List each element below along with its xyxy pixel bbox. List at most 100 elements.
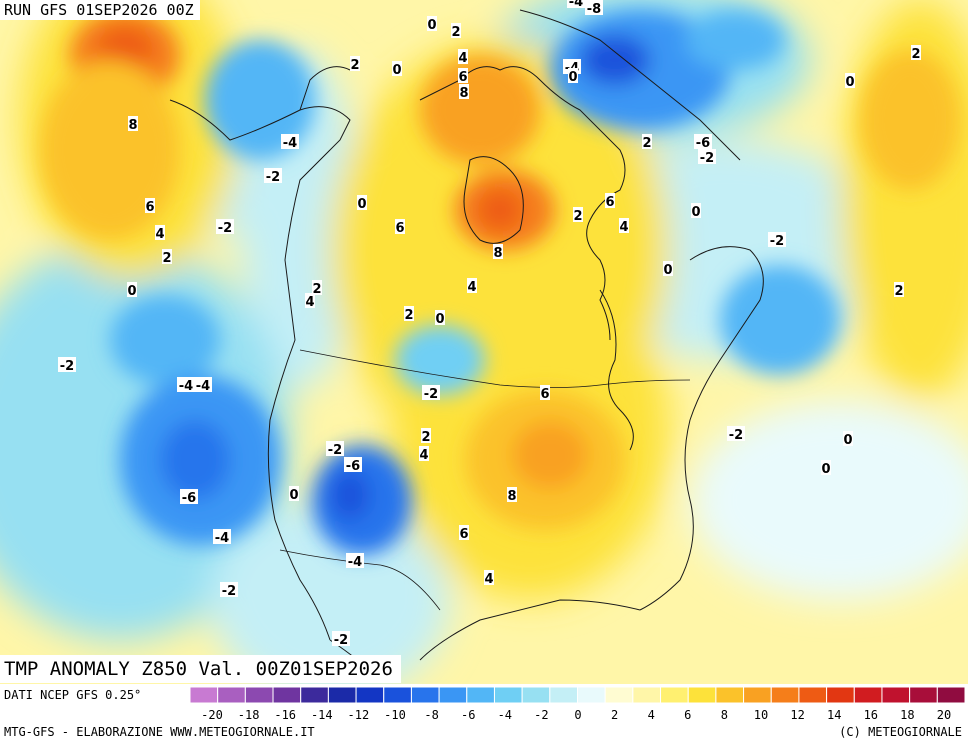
borders xyxy=(279,149,691,611)
legend-swatch xyxy=(770,686,800,704)
contour-label-bg xyxy=(619,218,629,233)
contour-label-bg xyxy=(145,198,155,213)
legend-tick-label: 18 xyxy=(900,708,914,722)
contour-label: -2 xyxy=(424,387,438,402)
contour-label: 4 xyxy=(467,280,476,295)
contour-label: -4 xyxy=(179,379,193,394)
legend-tick-label: -2 xyxy=(534,708,548,722)
contour-label-bg xyxy=(332,631,350,646)
legend-swatch xyxy=(521,686,551,704)
legend-tick-label: 6 xyxy=(684,708,691,722)
legend-tick-label: 10 xyxy=(754,708,768,722)
contour-label: 0 xyxy=(845,75,854,90)
contour-label-bg xyxy=(911,45,921,60)
contour-label: 4 xyxy=(419,448,428,463)
contour-label: 2 xyxy=(350,58,359,73)
temperature-anomaly-map: 86420-2-2-42002468-4-8-40202-6-26420-202… xyxy=(0,0,968,684)
contour-label: -2 xyxy=(222,584,236,599)
contour-label: -2 xyxy=(266,170,280,185)
contour-label: 0 xyxy=(392,63,401,78)
legend-swatch xyxy=(410,686,440,704)
contour-label-bg xyxy=(404,306,414,321)
contour-label: -2 xyxy=(700,151,714,166)
legend-swatch xyxy=(577,686,606,704)
legend-tick-label: -14 xyxy=(311,708,333,722)
legend-swatch xyxy=(798,686,828,704)
contour-label-bg xyxy=(694,134,712,149)
legend-swatch xyxy=(660,686,689,704)
contour-label-bg xyxy=(421,428,431,443)
data-source-label: DATI NCEP GFS 0.25° xyxy=(4,688,142,702)
contour-label: -4 xyxy=(215,531,229,546)
contour-label: 2 xyxy=(642,136,651,151)
contour-label: 0 xyxy=(568,70,577,85)
contour-label-bg xyxy=(177,377,195,392)
contour-label: 4 xyxy=(155,227,164,242)
contour-label-bg xyxy=(458,68,468,83)
legend-swatch xyxy=(272,686,302,704)
contour-label-bg xyxy=(663,261,673,276)
contour-label-bg xyxy=(768,232,786,247)
contour-label-bg xyxy=(573,207,583,222)
contour-label: -4 xyxy=(348,555,362,570)
legend-swatch xyxy=(189,686,219,704)
contour-label-bg xyxy=(281,134,299,149)
contour-label-bg xyxy=(845,73,855,88)
contour-label: 8 xyxy=(459,86,468,101)
legend-tick-label: -4 xyxy=(498,708,512,722)
contour-label-bg xyxy=(451,23,461,38)
contour-label-bg xyxy=(127,282,137,297)
contour-label: -6 xyxy=(696,136,710,151)
legend-swatch xyxy=(493,686,523,704)
contour-label-bg xyxy=(698,149,716,164)
legend-tick-label: 4 xyxy=(648,708,655,722)
contour-label-bg xyxy=(691,203,701,218)
contour-label: 4 xyxy=(619,220,628,235)
contour-label-bg xyxy=(493,244,503,259)
contour-label: 2 xyxy=(451,25,460,40)
contour-label: 8 xyxy=(507,489,516,504)
contour-labels: 86420-2-2-42002468-4-8-40202-6-26420-202… xyxy=(58,0,921,648)
contour-label: 0 xyxy=(289,488,298,503)
legend-swatch xyxy=(327,686,357,704)
contour-label: 8 xyxy=(493,246,502,261)
credit-left: MTG-GFS - ELABORAZIONE WWW.METEOGIORNALE… xyxy=(4,725,315,739)
contour-label-bg xyxy=(843,431,853,446)
legend-swatch xyxy=(300,686,329,704)
legend-tick-label: 0 xyxy=(574,708,581,722)
legend-tick-label: 16 xyxy=(864,708,878,722)
contour-label-bg xyxy=(58,357,76,372)
contour-label-bg xyxy=(484,570,494,585)
contour-label-bg xyxy=(312,280,322,295)
legend-tick-label: -20 xyxy=(201,708,223,722)
contour-label-bg xyxy=(642,134,652,149)
contour-label: -4 xyxy=(569,0,583,10)
contour-label: 2 xyxy=(404,308,413,323)
contour-label-bg xyxy=(194,377,212,392)
legend-swatch xyxy=(936,686,966,704)
contour-label-bg xyxy=(213,529,231,544)
legend-swatch xyxy=(687,686,717,704)
contour-label-bg xyxy=(357,195,367,210)
contour-label-bg xyxy=(305,293,315,308)
legend-tick-label: -16 xyxy=(274,708,296,722)
legend-tick-label: 8 xyxy=(721,708,728,722)
contour-label: 4 xyxy=(458,51,467,66)
contour-label: 2 xyxy=(894,284,903,299)
legend-tick-label: -8 xyxy=(424,708,438,722)
legend-swatch xyxy=(909,686,938,704)
contour-label-bg xyxy=(392,61,402,76)
contour-label-bg xyxy=(567,0,585,8)
contour-label: 0 xyxy=(427,18,436,33)
legend-swatch xyxy=(881,686,911,704)
contour-label-bg xyxy=(395,219,405,234)
contour-label-bg xyxy=(350,56,360,71)
contour-label: -2 xyxy=(334,633,348,648)
legend-swatch xyxy=(743,686,772,704)
legend-tick-label: 20 xyxy=(937,708,951,722)
contour-label: 0 xyxy=(435,312,444,327)
contour-label: -2 xyxy=(729,428,743,443)
contour-label: -2 xyxy=(60,359,74,374)
contour-label-bg xyxy=(568,68,578,83)
contour-label: 4 xyxy=(484,572,493,587)
